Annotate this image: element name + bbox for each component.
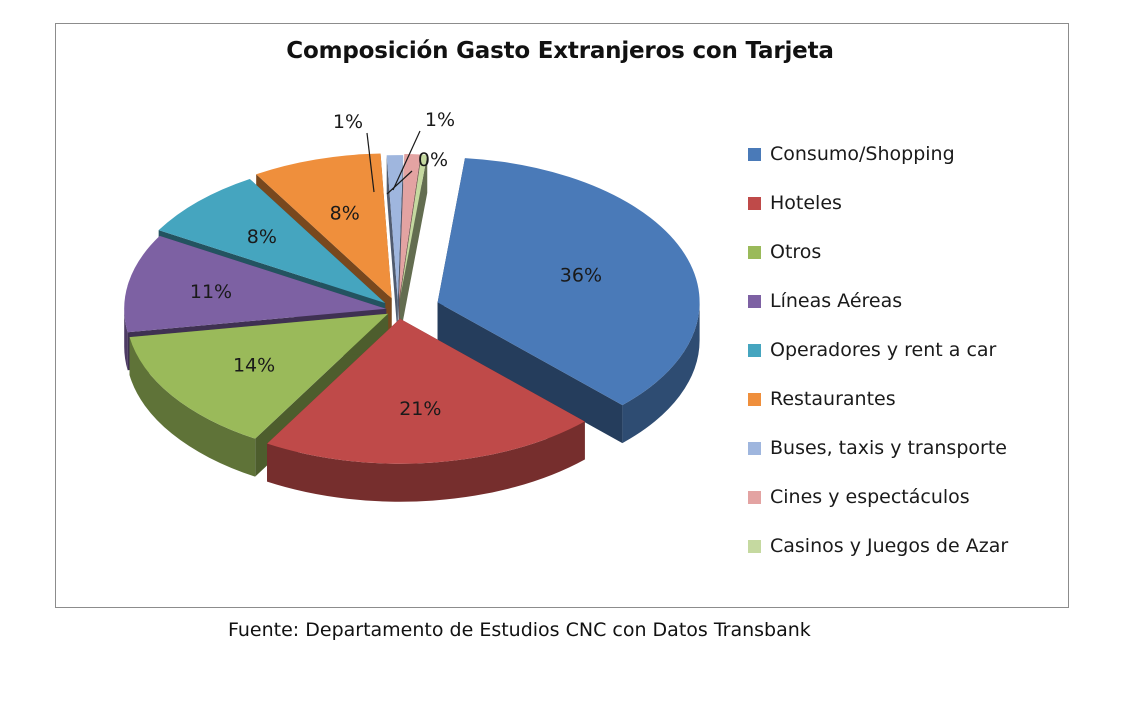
slice-label-1: 21%: [399, 398, 441, 420]
pie-slices: [124, 153, 700, 464]
legend-item: Hoteles: [748, 189, 842, 217]
legend-item: Buses, taxis y transporte: [748, 434, 1007, 462]
legend-swatch: [748, 343, 761, 357]
slice-label-3: 11%: [190, 281, 232, 303]
slice-label-5: 8%: [330, 202, 360, 224]
legend-item: Operadores y rent a car: [748, 336, 996, 364]
slice-wall-6-0: [386, 155, 398, 339]
legend-item: Casinos y Juegos de Azar: [748, 532, 1008, 560]
legend-label: Restaurantes: [770, 388, 896, 410]
pie-slice-0: [437, 158, 700, 406]
legend-swatch: [748, 392, 761, 406]
slice-label-0: 36%: [560, 264, 602, 286]
leader-lines: [366, 130, 421, 195]
legend-item: Otros: [748, 238, 821, 266]
slice-side-3-0: [124, 308, 128, 371]
chart-title: Composición Gasto Extranjeros con Tarjet…: [286, 38, 834, 64]
pie-slice-7: [399, 154, 421, 300]
legend-label: Líneas Aéreas: [770, 290, 903, 312]
legend-swatch: [748, 294, 761, 308]
pie-slice-5: [256, 153, 392, 299]
slice-label-7: 1%: [425, 109, 455, 131]
pie-slice-6: [386, 155, 404, 301]
legend-swatch: [748, 245, 761, 259]
legend-swatch: [748, 539, 761, 553]
legend-swatch: [748, 490, 761, 504]
slice-wall-8-1: [399, 154, 428, 338]
slice-side-2-0: [129, 337, 256, 477]
pie-slice-8: [399, 154, 428, 300]
slice-wall-6-1: [397, 155, 404, 339]
leader-line-6: [366, 132, 375, 193]
legend-item: Consumo/Shopping: [748, 140, 955, 168]
pie-slice-4: [158, 178, 386, 304]
leader-line-8: [386, 170, 413, 195]
slice-label-2: 14%: [233, 355, 275, 377]
legend-item: Cines y espectáculos: [748, 483, 970, 511]
slice-wall-0-1: [437, 302, 623, 444]
legend-item: Restaurantes: [748, 385, 896, 413]
legend-swatch: [748, 196, 761, 210]
legend-label: Cines y espectáculos: [770, 486, 970, 508]
legend-label: Operadores y rent a car: [770, 339, 997, 361]
source-note: Fuente: Departamento de Estudios CNC con…: [228, 619, 811, 641]
slice-label-4: 8%: [247, 226, 277, 248]
pie-slice-3: [124, 235, 387, 333]
slice-side-1-0: [267, 421, 585, 502]
leader-line-7: [392, 130, 421, 191]
slice-side-0-0: [622, 302, 700, 444]
legend-label: Casinos y Juegos de Azar: [770, 535, 1009, 557]
pie-slice-2: [129, 313, 389, 439]
legend-label: Hoteles: [770, 192, 842, 214]
legend-swatch: [748, 147, 761, 161]
slice-label-8: 0%: [418, 149, 448, 171]
slice-label-6: 1%: [333, 111, 363, 133]
legend-swatch: [748, 441, 761, 455]
legend-label: Otros: [770, 241, 822, 263]
pie-slice-1: [267, 318, 585, 464]
legend-item: Líneas Aéreas: [748, 287, 902, 315]
legend-label: Buses, taxis y transporte: [770, 437, 1007, 459]
slice-labels: 36% 21% 14% 11% 8% 8% 1% 1% 0%: [190, 109, 602, 420]
legend-label: Consumo/Shopping: [770, 143, 955, 165]
